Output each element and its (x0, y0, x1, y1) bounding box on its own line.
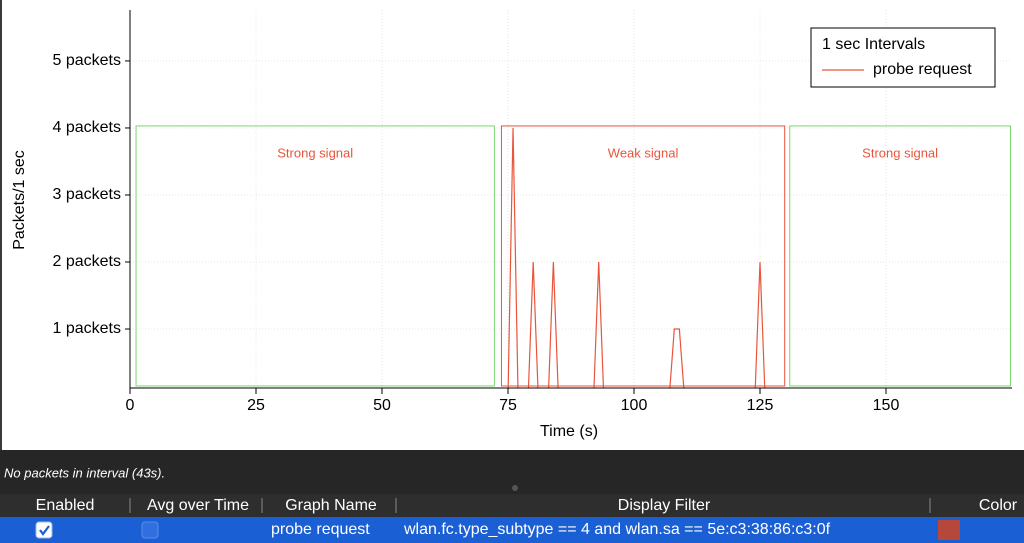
y-tick-label: 4 packets (53, 119, 121, 136)
enabled-checkbox[interactable] (35, 521, 53, 539)
y-tick-label: 2 packets (53, 253, 121, 270)
series-line (507, 127, 766, 388)
splitter-handle[interactable] (512, 485, 518, 491)
x-tick-label: 75 (499, 397, 517, 414)
color-swatch[interactable] (938, 520, 960, 540)
x-tick-label: 100 (621, 397, 648, 414)
region-label: Weak signal (608, 145, 679, 160)
plot-area: Strong signal Weak signal Strong signal (130, 10, 1012, 388)
signal-region (500, 125, 786, 387)
avg-checkbox[interactable] (141, 521, 159, 539)
column-header: Enabled (36, 497, 95, 514)
x-axis-label: Time (s) (540, 423, 598, 440)
signal-region (135, 125, 495, 387)
x-tick-label: 0 (126, 397, 135, 414)
x-tick-label: 25 (247, 397, 265, 414)
column-header: Display Filter (618, 497, 711, 514)
region-label: Strong signal (277, 145, 353, 160)
legend-box (810, 27, 996, 88)
status-bar (0, 450, 1024, 494)
region-label: Strong signal (862, 145, 938, 160)
x-tick-label: 125 (747, 397, 774, 414)
left-edge (0, 0, 2, 450)
signal-region (789, 125, 1011, 387)
legend-title: 1 sec Intervals (822, 36, 925, 53)
graph-name: probe request (271, 521, 370, 538)
x-tick-label: 50 (373, 397, 391, 414)
table-header (0, 494, 1024, 517)
legend-entry: probe request (873, 61, 972, 78)
column-header: Graph Name (285, 497, 377, 514)
y-axis-label: Packets/1 sec (11, 150, 28, 250)
x-tick-label: 150 (873, 397, 900, 414)
table-row[interactable] (0, 517, 1024, 543)
y-tick-label: 3 packets (53, 186, 121, 203)
y-tick-label: 5 packets (53, 52, 121, 69)
column-header: Color (979, 497, 1018, 514)
column-header: Avg over Time (147, 497, 249, 514)
display-filter: wlan.fc.type_subtype == 4 and wlan.sa ==… (403, 521, 831, 538)
status-text: No packets in interval (43s). (4, 465, 165, 480)
y-tick-label: 1 packets (53, 320, 121, 337)
check-mark (39, 525, 50, 536)
